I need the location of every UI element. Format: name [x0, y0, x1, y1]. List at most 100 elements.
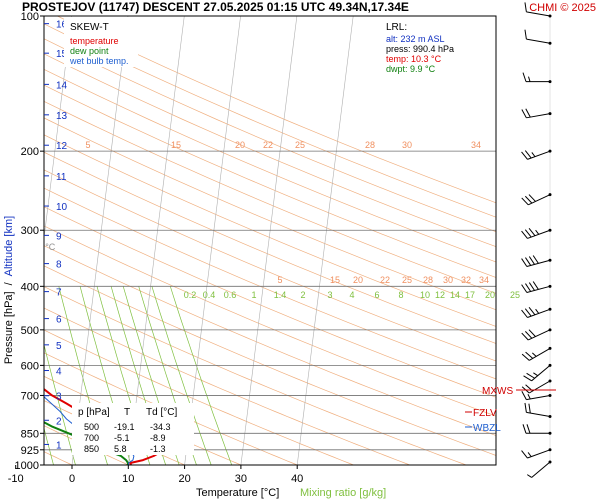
altitude-tick-label: 5	[56, 341, 62, 352]
temperature-tick-label: 0	[69, 473, 75, 485]
altitude-tick-label: 7	[56, 288, 62, 299]
dry-adiabat-label: 20	[353, 275, 363, 285]
table-header-td: Td [°C]	[146, 407, 177, 418]
dewpoint-line	[44, 421, 129, 465]
level-markers: MXWS FZLV WBZL	[465, 386, 556, 434]
lrl-press: press: 990.4 hPa	[386, 44, 454, 54]
wind-barb	[521, 227, 552, 239]
mixing-ratio-label: 25	[510, 290, 520, 300]
lrl-dwpt: dwpt: 9.9 °C	[386, 64, 436, 74]
wind-barb	[522, 72, 552, 84]
x2-axis-label: Mixing ratio [g/kg]	[300, 487, 386, 499]
table-cell: -1.3	[150, 444, 166, 454]
altitude-tick-label: 15	[56, 49, 68, 60]
pressure-tick-label: 200	[21, 146, 39, 158]
isotherm	[71, 16, 129, 465]
dry-adiabat	[44, 134, 496, 327]
mixing-ratio-label: 0.4	[203, 290, 216, 300]
table-cell: -8.9	[150, 433, 166, 443]
isotherm-label: -10 °C	[30, 242, 56, 252]
mixing-ratio-label: 1.4	[274, 290, 287, 300]
mixing-ratio-label: 0.6	[224, 290, 237, 300]
dry-adiabat	[44, 151, 496, 344]
wind-barb	[522, 424, 552, 435]
dry-adiabat-label: 22	[263, 140, 273, 150]
lrl-title: LRL:	[386, 22, 407, 33]
dry-adiabat-label: 28	[365, 140, 375, 150]
dry-adiabat-label: 15	[171, 140, 181, 150]
mixing-ratio-label: 14	[450, 290, 460, 300]
dry-adiabat-label: 34	[471, 140, 481, 150]
temperature-tick-label: 40	[291, 473, 303, 485]
lrl-alt: alt: 232 m ASL	[386, 34, 445, 44]
copyright: CHMI © 2025	[529, 2, 596, 14]
dry-adiabat-label: 20	[235, 140, 245, 150]
dry-adiabat	[44, 38, 496, 233]
temperature-tick-label: -10	[8, 473, 24, 485]
dry-adiabat	[44, 206, 496, 398]
mixing-ratio-label: 17	[465, 290, 475, 300]
y-axis-altitude: Altitude [km]	[3, 216, 15, 277]
lrl-temp: temp: 10.3 °C	[386, 54, 442, 64]
isotherm	[44, 16, 72, 241]
pressure-tick-label: 400	[21, 281, 39, 293]
plot-area: -80 °C-70-60-50-40-30-20-10 °C5152022252…	[30, 16, 520, 465]
wind-barb	[524, 2, 552, 18]
altitude-tick-label: 16	[56, 20, 68, 31]
wind-barb	[521, 255, 552, 267]
mixing-ratio-label: 1	[251, 290, 256, 300]
dry-adiabat-label: 30	[443, 275, 453, 285]
pressure-tick-label: 925	[21, 445, 39, 457]
temperature-tick-label: 30	[235, 473, 247, 485]
pressure-tick-label: 600	[21, 360, 39, 372]
y-axis-label-group: Pressure [hPa] / Altitude [km]	[3, 216, 15, 364]
altitude-tick-label: 3	[56, 392, 62, 403]
y-axis-slash: /	[3, 281, 15, 285]
altitude-tick-label: 8	[56, 260, 62, 271]
pressure-tick-label: 850	[21, 428, 39, 440]
mixing-ratio-label: 8	[398, 290, 403, 300]
table-cell: -5.1	[114, 433, 130, 443]
dry-adiabat-label: 22	[380, 275, 390, 285]
mixing-ratio-label: 10	[420, 290, 430, 300]
dry-adiabat	[44, 23, 496, 218]
isotherm	[296, 16, 354, 465]
fzlv-label: FZLV	[473, 408, 497, 419]
altitude-tick-label: 12	[56, 141, 68, 152]
altitude-tick-label: 13	[56, 111, 68, 122]
table-cell: -19.1	[114, 422, 135, 432]
mixing-ratio-label: 4	[349, 290, 354, 300]
dry-adiabat	[44, 69, 496, 263]
plot-clip: -80 °C-70-60-50-40-30-20-10 °C	[30, 16, 496, 465]
legend-dewpoint: dew point	[70, 46, 109, 56]
dry-adiabat-label: 5	[85, 140, 90, 150]
table-cell: 500	[84, 422, 99, 432]
dry-adiabat-label: 32	[461, 275, 471, 285]
mixing-ratio-label: 20	[485, 290, 495, 300]
wind-barb	[523, 363, 552, 382]
isotherm	[240, 16, 298, 465]
chart-title: PROSTEJOV (11747) DESCENT 27.05.2025 01:…	[22, 0, 409, 14]
wind-barb	[521, 307, 552, 318]
wind-barb	[521, 328, 552, 341]
altitude-tick-label: 14	[56, 80, 68, 91]
mixing-ratio-label: 12	[435, 290, 445, 300]
lrl-box: LRL: alt: 232 m ASL press: 990.4 hPa tem…	[382, 17, 466, 77]
altitude-tick-label: 4	[56, 367, 62, 378]
wind-barb	[521, 281, 552, 294]
pressure-tick-label: 700	[21, 390, 39, 402]
dry-adiabat	[44, 117, 496, 311]
wbzl-label: WBZL	[473, 423, 501, 434]
wind-barb	[521, 391, 552, 401]
altitude-tick-label: 11	[56, 172, 67, 183]
table-header-t: T	[124, 407, 130, 418]
dry-adiabat-label: 25	[402, 275, 412, 285]
wind-barb	[521, 149, 552, 160]
dry-adiabat-label: 30	[402, 140, 412, 150]
dry-adiabat	[44, 100, 496, 294]
dry-adiabat-label: 15	[330, 275, 340, 285]
wind-barb	[521, 193, 552, 206]
altitude-tick-label: 2	[56, 416, 62, 427]
wind-barb	[526, 460, 552, 478]
